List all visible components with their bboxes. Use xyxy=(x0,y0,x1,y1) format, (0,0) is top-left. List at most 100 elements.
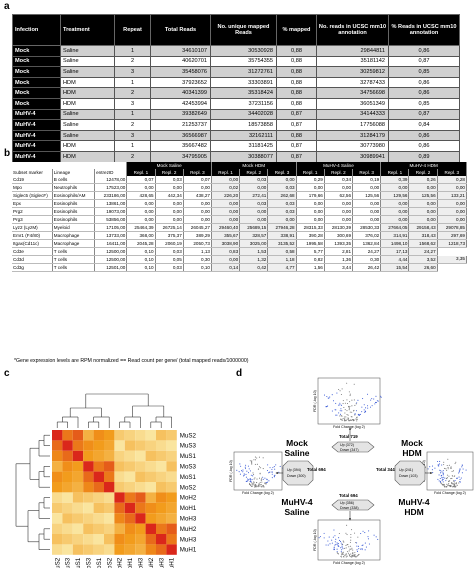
volcano-plot-top: Fold Change (log 2) FDR (-log 10) xyxy=(313,377,382,429)
volcano-point xyxy=(343,541,345,543)
volcano-y-axis-label: FDR (-log 10) xyxy=(313,390,317,412)
volcano-point xyxy=(331,542,333,544)
heatmap-cell xyxy=(52,523,63,534)
volcano-point xyxy=(253,473,255,475)
volcano-point xyxy=(459,469,461,471)
volcano-point xyxy=(450,484,452,487)
volcano-point xyxy=(380,396,382,398)
table-b-cell: 0,19 xyxy=(352,176,382,184)
condition-mock-saline: Mock Saline xyxy=(284,438,309,458)
table-b-header: Repl. 1 xyxy=(126,169,156,176)
volcano-point xyxy=(265,483,267,485)
volcano-point xyxy=(339,410,341,412)
heatmap-column-label: MoS2 xyxy=(106,557,113,568)
table-b-group-header: Mock Saline xyxy=(126,162,212,169)
volcano-point xyxy=(446,465,448,467)
volcano-point xyxy=(443,484,445,486)
table-b-cell: 0,00 xyxy=(183,207,212,216)
table-b-cell: Cd3e xyxy=(12,247,53,256)
heatmap-cell xyxy=(83,461,94,472)
volcano-point xyxy=(458,472,460,474)
table-b-cell: Cd3g xyxy=(12,263,53,272)
volcano-point xyxy=(260,484,262,486)
table-b-cell: 0,03 xyxy=(155,247,184,256)
table-b-row: Prg3 Eosinophils 53856,00 0,00 0,00 0,00 0,00 0… xyxy=(12,215,468,224)
heatmap-cell xyxy=(62,544,73,555)
table-a-row: MuHV-4 Saline 1 39382649 34402028 0,87 3414433… xyxy=(12,108,460,121)
volcano-point xyxy=(256,478,258,480)
heatmap-cell xyxy=(166,450,177,462)
volcano-point xyxy=(352,549,354,551)
volcano-point xyxy=(355,418,357,420)
volcano-point xyxy=(441,484,444,486)
volcano-point xyxy=(323,537,325,539)
table-b-header: Subset marker xyxy=(12,169,53,176)
table-a-header: % Reads in UCSC mm10 annotation xyxy=(388,14,460,46)
volcano-point xyxy=(254,463,256,465)
heatmap-cell xyxy=(104,482,115,493)
volcano-point xyxy=(448,464,450,466)
table-b-cell: 0,00 xyxy=(408,215,438,224)
volcano-point xyxy=(443,467,446,469)
volcano-point xyxy=(343,416,345,418)
volcano-point xyxy=(344,412,346,414)
heatmap-cell xyxy=(62,513,73,524)
volcano-point xyxy=(349,405,351,407)
heatmap-cell xyxy=(104,534,115,545)
volcano-point xyxy=(451,481,453,484)
volcano-point xyxy=(348,554,350,556)
table-b-cell: 3038,90 xyxy=(211,239,241,248)
volcano-point xyxy=(342,417,344,420)
svg-text:Up (394): Up (394) xyxy=(287,468,301,472)
table-b-cell: 0,00 xyxy=(126,183,156,192)
heatmap-column-label: MoH1 xyxy=(127,557,134,568)
table-b-cell: 0,05 xyxy=(155,255,184,264)
table-b-cell: 1,32 xyxy=(239,255,269,264)
table-b-cell: 24,27 xyxy=(352,247,382,256)
volcano-point xyxy=(346,533,348,536)
table-b-cell: 0,00 xyxy=(211,215,241,224)
volcano-point xyxy=(344,554,346,556)
volcano-point xyxy=(362,544,364,546)
table-b-cell: 26,42 xyxy=(352,263,382,272)
volcano-point xyxy=(341,415,343,417)
volcano-point xyxy=(448,475,450,477)
table-b-cell: 1,18 xyxy=(267,255,297,264)
volcano-point xyxy=(439,481,441,483)
heatmap-cell xyxy=(52,450,63,462)
heatmap-cell xyxy=(72,513,84,524)
volcano-point xyxy=(348,420,351,422)
volcano-point xyxy=(256,463,258,465)
volcano-point xyxy=(250,481,252,483)
table-a-row: Mock Saline 1 34610107 30530928 0,88 29844811 0… xyxy=(12,45,460,57)
heatmap-cell xyxy=(124,513,136,524)
volcano-point xyxy=(461,472,463,474)
heatmap-cell xyxy=(166,492,177,503)
table-b-cell: 0,10 xyxy=(183,263,212,272)
volcano-point xyxy=(345,416,347,418)
volcano-point xyxy=(450,467,452,469)
volcano-point xyxy=(249,470,252,472)
volcano-point xyxy=(257,486,259,488)
volcano-point xyxy=(344,420,346,422)
heatmap-cell xyxy=(83,492,94,503)
volcano-point xyxy=(380,395,382,397)
table-b-cell: 0,30 xyxy=(352,255,382,264)
volcano-point xyxy=(356,550,359,553)
heatmap-cell xyxy=(145,471,156,482)
table-b-cell: 62,56 xyxy=(324,191,354,200)
volcano-point xyxy=(251,461,253,463)
volcano-point xyxy=(373,398,375,400)
volcano-point xyxy=(362,530,364,532)
heatmap-cell xyxy=(114,430,125,441)
table-b-row: Cd19 B cells 12478,00 0,07 0,03 0,07 0,00 0,03 0… xyxy=(12,176,468,184)
heatmap-cell xyxy=(62,502,73,514)
volcano-point xyxy=(323,532,325,534)
heatmap-column-label: MuH1 xyxy=(169,557,176,568)
table-b-cell: Emr1 (F4/80) xyxy=(12,231,53,240)
table-b-cell: 0,00 xyxy=(352,199,382,208)
volcano-point xyxy=(447,468,449,470)
volcano-point xyxy=(266,470,268,472)
volcano-point xyxy=(256,482,258,484)
table-b-cell: 28530,33 xyxy=(352,223,382,232)
